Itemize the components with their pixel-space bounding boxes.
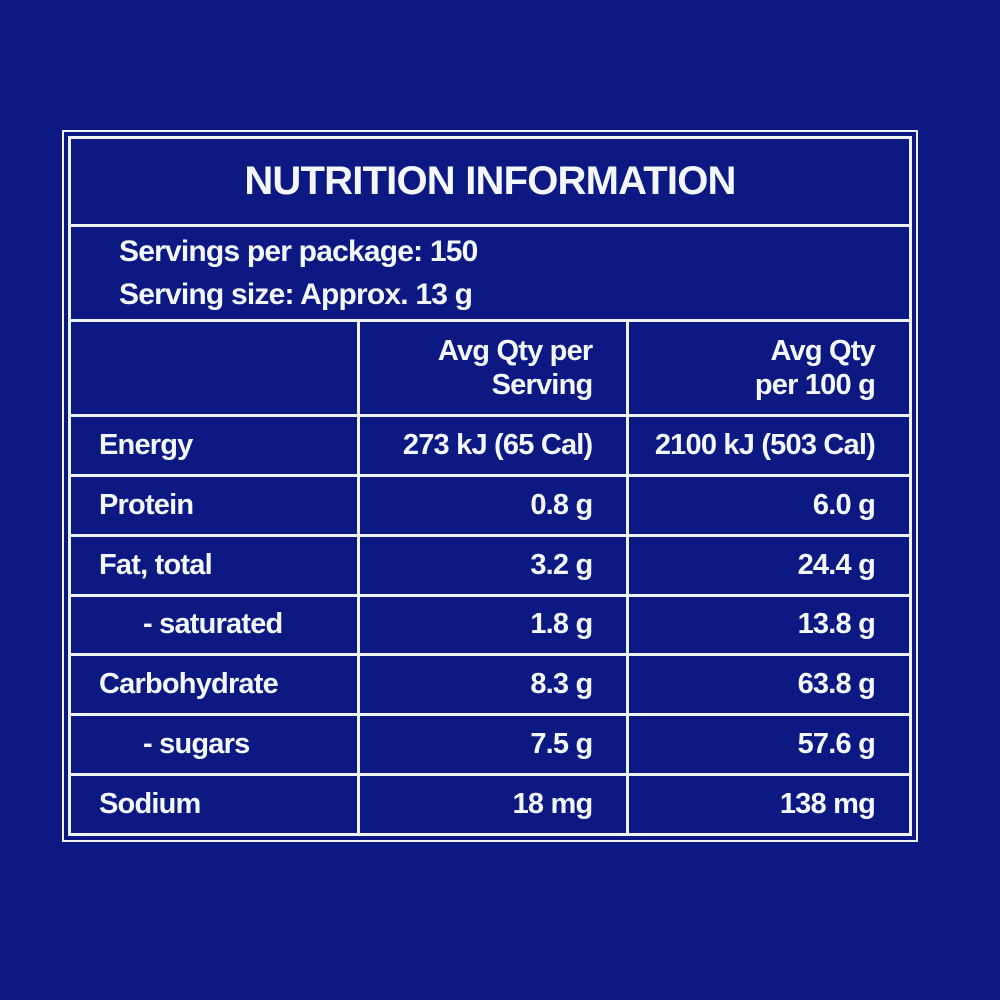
col-header-nutrient <box>67 319 361 417</box>
value-per-serving: 1.8 g <box>357 593 630 657</box>
table-row-sodium: Sodium 18 mg 138 mg <box>67 773 912 836</box>
value-per-serving: 18 mg <box>357 773 630 836</box>
title-row: NUTRITION INFORMATION <box>68 136 912 227</box>
table-row-protein: Protein 0.8 g 6.0 g <box>67 473 912 537</box>
nutrient-label: - saturated <box>67 593 361 657</box>
nutrition-table: NUTRITION INFORMATION Servings per packa… <box>67 136 912 836</box>
nutrient-label: Carbohydrate <box>67 653 361 717</box>
serving-info-cell: Servings per package: 150 Serving size: … <box>68 224 912 322</box>
nutrient-label: Protein <box>67 473 361 537</box>
servings-per-package-text: Servings per package: 150 <box>119 234 478 268</box>
col-header-per-100g: Avg Qty per 100 g <box>626 319 912 417</box>
value-per-serving: 7.5 g <box>357 713 630 777</box>
value-per-serving: 0.8 g <box>357 473 630 537</box>
serving-size-text: Serving size: Approx. 13 g <box>119 278 473 311</box>
value-per-100g: 57.6 g <box>626 713 912 777</box>
column-header-row: Avg Qty per Serving Avg Qty per 100 g <box>67 319 912 417</box>
value-per-100g: 63.8 g <box>626 653 912 717</box>
value-per-100g: 13.8 g <box>626 593 912 657</box>
col-header-per-serving: Avg Qty per Serving <box>357 319 630 417</box>
table-row-energy: Energy 273 kJ (65 Cal) 2100 kJ (503 Cal) <box>67 414 912 477</box>
panel-title: NUTRITION INFORMATION <box>68 136 912 227</box>
table-row-carbohydrate: Carbohydrate 8.3 g 63.8 g <box>67 653 912 717</box>
nutrient-label: Fat, total <box>67 533 361 597</box>
value-per-100g: 138 mg <box>626 773 912 836</box>
value-per-100g: 6.0 g <box>626 473 912 537</box>
table-row-sugars: - sugars 7.5 g 57.6 g <box>67 713 912 777</box>
value-per-100g: 2100 kJ (503 Cal) <box>626 414 912 477</box>
value-per-100g: 24.4 g <box>626 533 912 597</box>
nutrient-label: Sodium <box>67 773 361 836</box>
nutrient-label: Energy <box>67 414 361 477</box>
value-per-serving: 273 kJ (65 Cal) <box>357 414 630 477</box>
nutrition-panel: NUTRITION INFORMATION Servings per packa… <box>62 130 918 842</box>
table-row-fat-total: Fat, total 3.2 g 24.4 g <box>67 533 912 597</box>
table-row-saturated: - saturated 1.8 g 13.8 g <box>67 593 912 657</box>
serving-info-row: Servings per package: 150 Serving size: … <box>68 224 912 322</box>
nutrient-label: - sugars <box>67 713 361 777</box>
value-per-serving: 3.2 g <box>357 533 630 597</box>
value-per-serving: 8.3 g <box>357 653 630 717</box>
